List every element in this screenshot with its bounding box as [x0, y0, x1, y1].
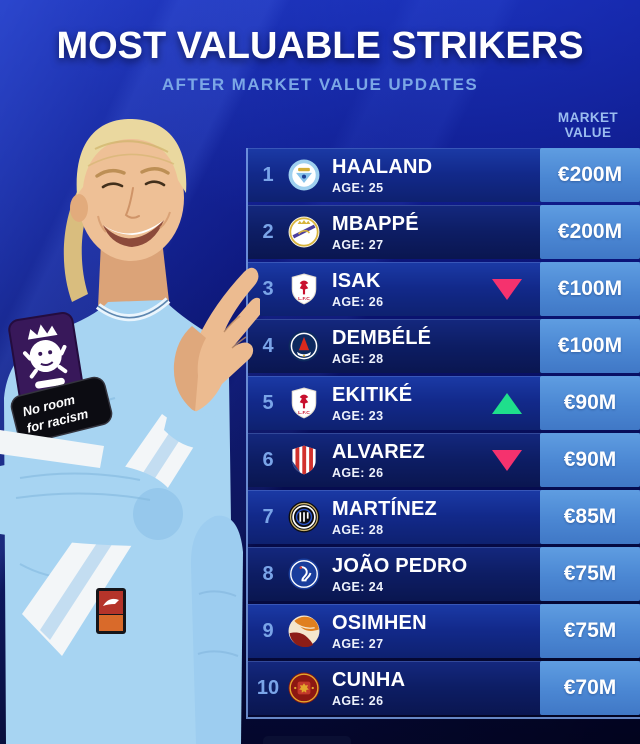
- player-age: AGE: 26: [332, 465, 384, 480]
- atletico-badge-icon: [288, 444, 320, 476]
- player-name: DEMBÉLÉ: [332, 326, 432, 349]
- player-name: ALVAREZ: [332, 440, 425, 463]
- table-row: 8 JOÃO PEDRO AGE: 24 €75M: [248, 547, 640, 601]
- raised-forearm: [190, 515, 243, 744]
- player-name: ISAK: [332, 269, 381, 292]
- right-eye: [144, 180, 166, 187]
- trend-up-icon: [478, 392, 536, 414]
- table-row: 10 CUNHA AGE: 26 €70M: [248, 661, 640, 715]
- crossed-arm: [0, 459, 179, 546]
- market-value-header-line2: VALUE: [564, 125, 612, 140]
- rank-number: 2: [262, 220, 274, 243]
- market-value: €90M: [540, 376, 640, 430]
- sleeve-band: [0, 430, 104, 468]
- rank-number: 5: [262, 391, 274, 414]
- rank-number: 6: [262, 448, 274, 471]
- cuff: [164, 396, 216, 449]
- market-value: €100M: [540, 319, 640, 373]
- table-row: 4 DEMBÉLÉ AGE: 28 €100M: [248, 319, 640, 373]
- market-value: €90M: [540, 433, 640, 487]
- player-age: AGE: 26: [332, 294, 384, 309]
- smile: [103, 220, 164, 247]
- table-row: 5 L.F.C EKITIKÉ AGE: 23 €90M: [248, 376, 640, 430]
- table-row: 6 ALVAREZ AGE: 26 €90M: [248, 433, 640, 487]
- market-value: €200M: [540, 148, 640, 202]
- market-value: €100M: [540, 262, 640, 316]
- player-name: EKITIKÉ: [332, 383, 413, 406]
- player-name: MBAPPÉ: [332, 212, 419, 235]
- no-room-for-racism-patch: No room for racism: [10, 376, 113, 444]
- rank-number: 8: [262, 562, 274, 585]
- market-value-header-line1: MARKET: [557, 110, 619, 125]
- rankings-table: 1 HAALAND AGE: 25 €200M 2 MBAPPÉ AGE: 27…: [246, 148, 640, 719]
- page-title: MOST VALUABLE STRIKERS: [56, 25, 584, 67]
- rank-number: 7: [262, 505, 274, 528]
- player-age: AGE: 28: [332, 522, 384, 537]
- trend-down-icon: [478, 449, 536, 471]
- player-name: HAALAND: [332, 155, 433, 178]
- market-value: €75M: [540, 547, 640, 601]
- market-value: €200M: [540, 205, 640, 259]
- svg-text:L.F.C: L.F.C: [298, 296, 310, 302]
- table-row: 1 HAALAND AGE: 25 €200M: [248, 148, 640, 202]
- psg-badge-icon: [288, 330, 320, 362]
- svg-text:L.F.C: L.F.C: [298, 410, 310, 416]
- chelsea-badge-icon: [288, 558, 320, 590]
- player-name: MARTÍNEZ: [332, 497, 437, 520]
- player-age: AGE: 28: [332, 351, 384, 366]
- player-name: JOÃO PEDRO: [332, 554, 468, 577]
- player-name: CUNHA: [332, 668, 406, 691]
- rank-number: 3: [262, 277, 274, 300]
- man-city-badge-icon: [288, 159, 320, 191]
- left-eye: [101, 182, 124, 189]
- header: MOST VALUABLE STRIKERS AFTER MARKET VALU…: [0, 25, 640, 95]
- page-subtitle: AFTER MARKET VALUE UPDATES: [161, 75, 479, 94]
- bottom-watermark-tab: [263, 736, 351, 744]
- player-age: AGE: 27: [332, 237, 384, 252]
- puma-label: [96, 588, 126, 634]
- rankings-rows: 1 HAALAND AGE: 25 €200M 2 MBAPPÉ AGE: 27…: [248, 148, 640, 715]
- hair: [76, 118, 187, 195]
- clapping-hands: [164, 267, 260, 449]
- galatasaray-badge-icon: [288, 615, 320, 647]
- table-row: 9 OSIMHEN AGE: 27 €75M: [248, 604, 640, 658]
- premier-league-lion-patch: [8, 311, 84, 405]
- table-row: 7 MARTÍNEZ AGE: 28 €85M: [248, 490, 640, 544]
- player-age: AGE: 23: [332, 408, 384, 423]
- rank-number: 1: [262, 163, 274, 186]
- player-age: AGE: 24: [332, 579, 384, 594]
- player-age: AGE: 26: [332, 693, 384, 708]
- market-value: €75M: [540, 604, 640, 658]
- liverpool-badge-icon: L.F.C: [288, 273, 320, 305]
- rank-number: 9: [262, 619, 274, 642]
- man-united-badge-icon: [288, 672, 320, 704]
- inter-badge-icon: [288, 501, 320, 533]
- table-row: 3 L.F.C ISAK AGE: 26 €100M: [248, 262, 640, 316]
- table-row: 2 MBAPPÉ AGE: 27 €200M: [248, 205, 640, 259]
- rank-number: 10: [256, 676, 280, 699]
- market-value-column-header: MARKET VALUE: [538, 110, 638, 140]
- haaland-photo-illustration: No room for racism: [0, 118, 260, 744]
- liverpool-badge-icon: L.F.C: [288, 387, 320, 419]
- player-name: OSIMHEN: [332, 611, 427, 634]
- trend-down-icon: [478, 278, 536, 300]
- real-madrid-badge-icon: [288, 216, 320, 248]
- player-age: AGE: 25: [332, 180, 384, 195]
- market-value: €85M: [540, 490, 640, 544]
- market-value: €70M: [540, 661, 640, 715]
- rank-number: 4: [262, 334, 274, 357]
- player-age: AGE: 27: [332, 636, 384, 651]
